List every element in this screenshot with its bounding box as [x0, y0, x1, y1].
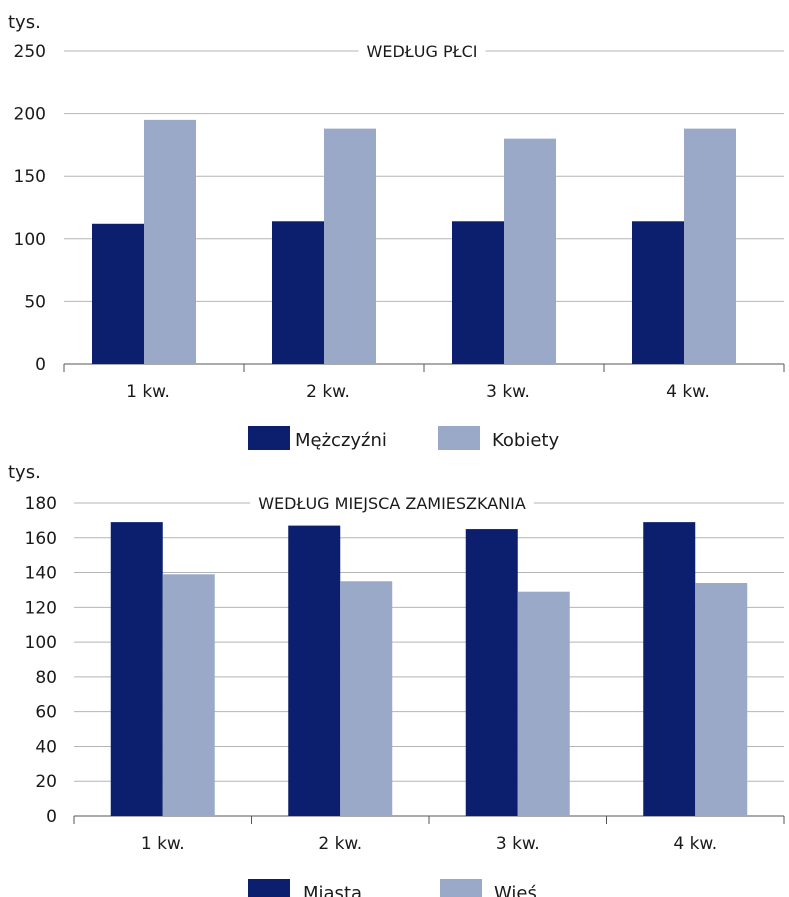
- legend-swatch: [248, 879, 290, 897]
- y-tick-label: 160: [25, 529, 57, 549]
- y-tick-label: 0: [46, 807, 57, 827]
- y-tick-label: 120: [25, 598, 57, 618]
- y-tick-label: 100: [14, 230, 46, 250]
- bar-series1: [110, 522, 163, 816]
- unit-label: tys.: [8, 462, 41, 483]
- y-tick-label: 140: [25, 564, 57, 584]
- bar-series2: [517, 591, 570, 816]
- bar-series2: [144, 119, 196, 364]
- bar-series1: [465, 529, 518, 816]
- x-tick-label: 4 kw.: [673, 834, 717, 854]
- bar-series2: [340, 581, 393, 816]
- legend-swatch: [440, 879, 482, 897]
- chart-title: WEDŁUG MIEJSCA ZAMIESZKANIA: [258, 494, 526, 513]
- chart-title-bg: [358, 39, 486, 63]
- y-tick-label: 80: [35, 668, 57, 688]
- bar-series1: [288, 525, 341, 816]
- y-tick-label: 250: [14, 42, 46, 62]
- y-tick-label: 100: [25, 633, 57, 653]
- y-tick-label: 150: [14, 167, 46, 187]
- legend-swatch: [248, 426, 290, 450]
- bar-series2: [684, 128, 736, 364]
- bar-series2: [504, 138, 556, 364]
- y-tick-label: 50: [24, 292, 46, 312]
- x-tick-label: 4 kw.: [666, 382, 710, 402]
- chart-title: WEDŁUG PŁCI: [367, 42, 478, 61]
- legend-label: Miasta: [303, 883, 362, 897]
- x-tick-label: 3 kw.: [496, 834, 540, 854]
- y-tick-label: 180: [25, 494, 57, 514]
- legend-label: Kobiety: [492, 430, 559, 451]
- legend-label: Mężczyźni: [295, 430, 387, 451]
- bar-series1: [632, 221, 684, 364]
- bar-series1: [643, 522, 696, 816]
- y-tick-label: 40: [35, 737, 57, 757]
- chart-title-bg: [250, 491, 534, 515]
- unit-label: tys.: [8, 12, 41, 33]
- x-tick-label: 3 kw.: [486, 382, 530, 402]
- x-tick-label: 1 kw.: [126, 382, 170, 402]
- bar-series1: [92, 223, 144, 364]
- y-tick-label: 20: [35, 772, 57, 792]
- chart-panel-1: tys. 0 50 100 150 200 250 WEDŁUG PŁCI 1 kw. 2 kw.…: [8, 12, 785, 451]
- legend-label: Wieś: [494, 883, 537, 897]
- y-tick-label: 200: [14, 105, 46, 125]
- bar-series1: [452, 221, 504, 364]
- bar-series2: [324, 128, 376, 364]
- bar-series2: [695, 582, 748, 816]
- y-tick-label: 0: [35, 355, 46, 375]
- chart-panel-2: tys. 0 20 40 60 80 100 120 140 160 180 WEDŁUG MIEJS…: [8, 462, 785, 897]
- x-tick-label: 2 kw.: [318, 834, 362, 854]
- bar-series1: [272, 221, 324, 364]
- x-tick-label: 1 kw.: [141, 834, 185, 854]
- x-tick-label: 2 kw.: [306, 382, 350, 402]
- bar-series2: [162, 574, 215, 816]
- y-tick-label: 60: [35, 703, 57, 723]
- legend-swatch: [438, 426, 480, 450]
